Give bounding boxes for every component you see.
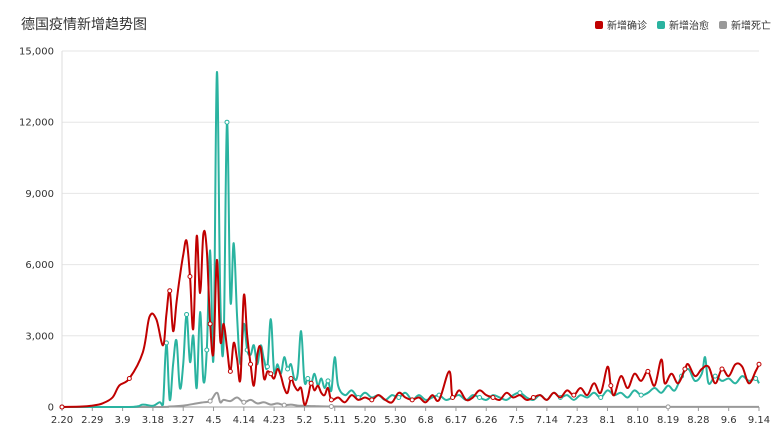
data-point xyxy=(305,376,311,382)
x-tick-label: 7.14 xyxy=(536,415,558,426)
x-tick-label: 9.14 xyxy=(748,415,770,426)
data-point xyxy=(184,311,190,317)
x-tick-label: 8.10 xyxy=(627,415,649,426)
x-tick-label: 5.11 xyxy=(324,415,346,426)
legend-label-deaths: 新增死亡 xyxy=(731,21,771,32)
y-tick-label: 15,000 xyxy=(19,47,54,58)
legend-item-recovered[interactable]: 新增治愈 xyxy=(657,17,709,32)
series-line-deaths xyxy=(61,391,759,409)
data-point xyxy=(756,361,762,367)
data-point xyxy=(167,288,173,294)
x-tick-label: 7.23 xyxy=(566,415,588,426)
data-point xyxy=(328,404,334,410)
x-tick-label: 5.2 xyxy=(296,415,312,426)
data-point xyxy=(450,395,456,401)
data-point xyxy=(126,376,132,382)
legend-label-recovered: 新增治愈 xyxy=(669,21,709,32)
x-tick-label: 2.20 xyxy=(51,415,73,426)
x-tick-label: 4.14 xyxy=(233,415,255,426)
data-point xyxy=(645,368,651,374)
x-tick-label: 3.18 xyxy=(142,415,164,426)
data-point xyxy=(207,321,213,327)
x-tick-label: 2.29 xyxy=(81,415,103,426)
data-point xyxy=(477,395,483,401)
series-line-recovered xyxy=(61,71,760,409)
legend-swatch-recovered xyxy=(657,20,665,29)
legend-swatch-deaths xyxy=(719,20,727,29)
x-tick-label: 8.1 xyxy=(600,415,616,426)
data-point xyxy=(369,397,375,403)
data-point xyxy=(207,398,213,404)
x-tick-label: 9.6 xyxy=(721,415,737,426)
data-point xyxy=(682,366,688,372)
x-tick-label: 3.27 xyxy=(172,415,194,426)
data-point xyxy=(227,368,233,374)
data-point xyxy=(571,392,577,398)
x-tick-label: 5.30 xyxy=(384,415,406,426)
legend-item-deaths[interactable]: 新增死亡 xyxy=(719,17,771,32)
data-point xyxy=(224,119,230,125)
x-tick-label: 5.20 xyxy=(354,415,376,426)
data-point xyxy=(328,397,334,403)
data-point xyxy=(281,402,287,408)
legend: 新增确诊 新增治愈 新增死亡 xyxy=(595,17,771,32)
x-tick-label: 4.5 xyxy=(206,415,222,426)
data-point xyxy=(719,366,725,372)
data-point xyxy=(638,392,644,398)
legend-item-confirmed[interactable]: 新增确诊 xyxy=(595,17,647,32)
x-tick-label: 7.5 xyxy=(509,415,525,426)
legend-swatch-confirmed xyxy=(595,20,603,29)
data-point xyxy=(530,395,536,401)
data-point xyxy=(325,378,331,384)
data-point xyxy=(308,380,314,386)
data-point xyxy=(268,371,274,377)
data-point xyxy=(163,340,169,346)
series-line-confirmed xyxy=(61,229,760,408)
data-point xyxy=(264,364,270,370)
data-point xyxy=(248,361,254,367)
x-tick-label: 4.23 xyxy=(263,415,285,426)
y-tick-label: 3,000 xyxy=(25,331,54,342)
y-tick-label: 6,000 xyxy=(25,260,54,271)
chart-title: 德国疫情新增趋势图 xyxy=(21,17,147,33)
data-point xyxy=(59,404,65,410)
data-point xyxy=(288,376,294,382)
y-tick-label: 0 xyxy=(48,403,54,414)
data-point xyxy=(396,395,402,401)
data-point xyxy=(598,395,604,401)
data-point xyxy=(490,395,496,401)
y-tick-label: 12,000 xyxy=(19,118,54,129)
data-point xyxy=(285,366,291,372)
x-tick-label: 6.8 xyxy=(418,415,434,426)
y-tick-label: 9,000 xyxy=(25,189,54,200)
data-point xyxy=(608,383,614,389)
x-tick-label: 8.28 xyxy=(687,415,709,426)
legend-label-confirmed: 新增确诊 xyxy=(607,21,647,32)
data-point xyxy=(712,373,718,379)
data-point xyxy=(409,397,415,403)
x-tick-label: 6.17 xyxy=(445,415,467,426)
data-point xyxy=(187,273,193,279)
data-point xyxy=(241,399,247,405)
x-tick-label: 6.26 xyxy=(475,415,497,426)
x-tick-label: 3.9 xyxy=(115,415,131,426)
data-point xyxy=(665,404,671,410)
x-tick-label: 8.19 xyxy=(657,415,679,426)
data-point xyxy=(204,347,210,353)
